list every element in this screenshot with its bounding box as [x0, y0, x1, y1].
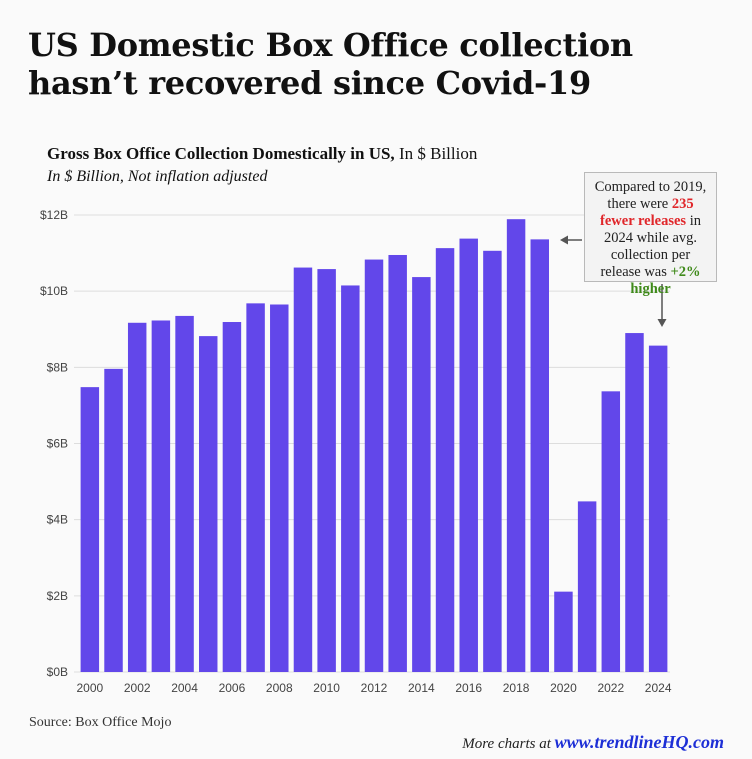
x-tick-label: 2014: [408, 681, 435, 695]
bar-2009: [293, 267, 313, 672]
annotation-text-1: Compared to 2019, there were: [594, 179, 707, 212]
bars: [80, 219, 668, 673]
bar-2017: [483, 250, 502, 672]
bar-2008: [270, 304, 289, 672]
bar-2019: [530, 239, 549, 672]
bar-2015: [435, 248, 455, 672]
chart-subtitle: Gross Box Office Collection Domestically…: [47, 144, 477, 164]
bar-2000: [80, 387, 100, 672]
footer-credit: More charts at www.trendlineHQ.com: [462, 732, 724, 753]
annotation-box: Compared to 2019, there were 235 fewer r…: [584, 172, 717, 297]
y-tick-label: $10B: [40, 284, 68, 298]
bar-2002: [127, 322, 147, 672]
chart-subnote: In $ Billion, Not inflation adjusted: [47, 168, 268, 185]
x-tick-label: 2012: [361, 681, 388, 695]
y-tick-label: $8B: [47, 360, 68, 374]
x-tick-label: 2006: [219, 681, 246, 695]
x-tick-label: 2022: [597, 681, 624, 695]
annotation-text-2: in 2024 while avg. collection per releas…: [600, 213, 701, 280]
x-tick-label: 2008: [266, 681, 293, 695]
footer-prefix: More charts at: [462, 736, 555, 752]
y-tick-label: $12B: [40, 208, 68, 222]
bar-2007: [246, 303, 265, 672]
bar-2024: [648, 345, 668, 672]
bar-2010: [317, 269, 336, 672]
x-tick-label: 2002: [124, 681, 151, 695]
y-axis-ticks: $0B $2B $4B $6B $8B $10B $12B: [40, 208, 68, 679]
chart-subtitle-bold: Gross Box Office Collection Domestically…: [47, 144, 395, 163]
bar-2011: [341, 285, 360, 672]
bar-2001: [104, 368, 123, 672]
bar-2020: [554, 591, 573, 672]
y-tick-label: $0B: [47, 665, 68, 679]
source-note: Source: Box Office Mojo: [29, 715, 172, 730]
x-tick-label: 2000: [76, 681, 103, 695]
y-tick-label: $6B: [47, 437, 68, 451]
annotation-highlight-fewer-releases: 235 fewer releases: [600, 196, 694, 229]
x-tick-label: 2010: [313, 681, 340, 695]
bar-2003: [151, 320, 171, 672]
bar-2023: [625, 333, 644, 672]
x-tick-label: 2020: [550, 681, 577, 695]
arrow-to-2024-head: [657, 319, 667, 327]
bar-2018: [506, 219, 526, 673]
chart-subtitle-rest: In $ Billion: [394, 144, 478, 163]
y-tick-label: $2B: [47, 589, 68, 603]
x-axis-ticks: 2000 2002 2004 2006 2008 2010 2012 2014 2016 2018…: [76, 681, 671, 695]
arrow-to-2019-head: [560, 235, 568, 245]
x-tick-label: 2004: [171, 681, 198, 695]
bar-2021: [577, 501, 597, 672]
bar-2022: [601, 391, 621, 672]
x-tick-label: 2016: [455, 681, 482, 695]
x-tick-label: 2018: [503, 681, 530, 695]
x-tick-label: 2024: [645, 681, 672, 695]
bar-2004: [175, 315, 194, 672]
y-tick-label: $4B: [47, 513, 68, 527]
bar-2013: [388, 254, 407, 673]
bar-2014: [412, 277, 431, 672]
annotation-arrows: [560, 235, 667, 327]
chart-headline: US Domestic Box Office collection hasn’t…: [28, 26, 633, 102]
bar-2016: [459, 238, 478, 672]
footer-url-link[interactable]: www.trendlineHQ.com: [554, 732, 724, 752]
annotation-highlight-higher: +2% higher: [630, 264, 701, 297]
bar-2006: [222, 322, 242, 672]
bar-2012: [364, 259, 384, 672]
bar-2005: [199, 336, 218, 672]
